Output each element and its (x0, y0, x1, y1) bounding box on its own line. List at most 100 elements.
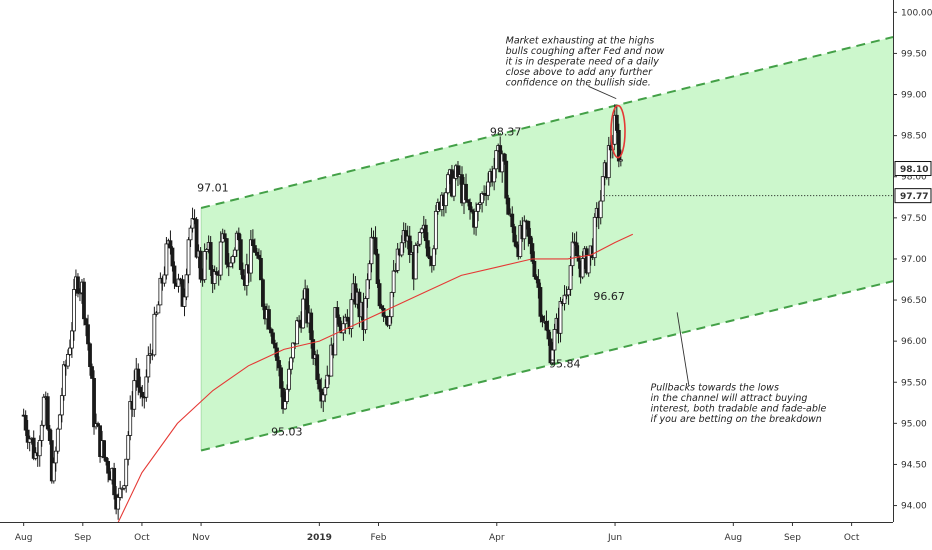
candle-up (37, 440, 42, 457)
candle-down (315, 354, 320, 381)
candle-down (279, 367, 283, 389)
reference-price-badge-box (894, 188, 932, 204)
candle-up (204, 249, 209, 252)
candle-down (267, 309, 271, 330)
candle-up (295, 320, 300, 345)
candle-down (407, 235, 412, 256)
candle-down (546, 329, 551, 340)
candle-up (53, 450, 58, 464)
candle-down (194, 219, 199, 258)
x-tick-label: Sep (74, 533, 91, 543)
candle-up (494, 150, 499, 170)
candle-up (152, 313, 157, 356)
candle-down (250, 239, 255, 246)
candle-down (255, 251, 259, 256)
candle-down (261, 279, 265, 307)
candle-up (158, 277, 163, 306)
note-bottom-line: Pullbacks towards the lows (651, 382, 779, 393)
annotations: 97.01 98.37 95.03 95.84 96.67 Market exhausti… (197, 36, 826, 439)
candle-up (78, 292, 82, 295)
candle-up (592, 216, 597, 259)
candle-up (446, 174, 450, 194)
candle-down (379, 305, 384, 309)
candle-down (49, 440, 54, 482)
candle-down (504, 160, 509, 199)
candle-up (132, 380, 137, 410)
candle-up (419, 228, 424, 233)
candle-down (102, 440, 106, 458)
candle-down (532, 260, 537, 277)
candle-up (234, 232, 239, 251)
price-annotation: 96.67 (593, 290, 625, 303)
candle-down (616, 130, 621, 162)
candle-up (128, 401, 133, 436)
candle-up (232, 249, 237, 257)
x-tick-label: Aug (725, 533, 743, 543)
candle-down (168, 240, 173, 249)
candle-up (598, 200, 603, 219)
y-tick-label: 100.00 (901, 8, 932, 18)
candle-up (126, 435, 131, 460)
candle-down (88, 343, 92, 368)
candle-up (566, 288, 571, 296)
candle-up (116, 497, 121, 510)
candle-up (329, 344, 334, 377)
candle-down (427, 255, 432, 260)
candle-down (136, 368, 141, 388)
candle-down (540, 315, 545, 323)
candle-up (65, 354, 70, 367)
note-top-line: Market exhausting at the highs (506, 36, 655, 47)
candle-up (321, 394, 326, 402)
candle-up (124, 458, 129, 487)
candle-down (506, 197, 511, 215)
candle-up (146, 354, 151, 378)
candle-down (259, 258, 263, 281)
candle-down (269, 328, 273, 334)
candle-up (476, 204, 480, 212)
candle-down (281, 387, 285, 410)
x-tick-label: Jun (607, 533, 622, 543)
candle-up (564, 294, 569, 297)
channel-fill (201, 36, 893, 451)
y-tick-label: 94.50 (901, 460, 927, 470)
candle-up (39, 424, 44, 441)
candle-up (500, 153, 505, 173)
candle-down (534, 276, 539, 280)
candle-up (61, 364, 66, 397)
y-tick-label: 94.00 (901, 502, 927, 512)
candle-down (456, 165, 460, 178)
reference-price-badge: 97.77 (900, 192, 928, 202)
x-axis-panel (0, 522, 932, 550)
candle-up (562, 294, 567, 304)
candle-down (530, 243, 535, 262)
candle-down (273, 342, 277, 349)
candle-up (156, 304, 161, 314)
candle-down (576, 255, 581, 262)
candle-down (614, 114, 619, 131)
candle-up (349, 299, 354, 329)
y-tick-label: 95.50 (901, 378, 927, 388)
candle-down (138, 386, 143, 393)
candle-down (377, 283, 382, 307)
candle-up (399, 242, 404, 256)
candle-up (289, 357, 293, 370)
candle-down (92, 378, 96, 428)
candle-down (528, 235, 533, 244)
price-annotation: 97.01 (197, 182, 229, 195)
candle-up (369, 236, 374, 265)
candle-up (522, 220, 527, 240)
candle-down (106, 461, 111, 474)
note-bottom-line: interest, both tradable and fade-able (651, 403, 827, 414)
candle-down (224, 238, 229, 265)
candle-up (586, 255, 591, 274)
note-bottom-line: if you are betting on the breakdown (651, 414, 822, 425)
note-top-line: close above to add any further (506, 67, 653, 78)
candle-down (502, 153, 507, 162)
candle-up (120, 487, 125, 490)
y-tick-label: 97.00 (901, 255, 927, 265)
x-tick-label: Aug (15, 533, 33, 543)
x-tick-label: Apr (489, 533, 505, 543)
candle-down (96, 423, 100, 427)
candle-down (512, 226, 517, 243)
